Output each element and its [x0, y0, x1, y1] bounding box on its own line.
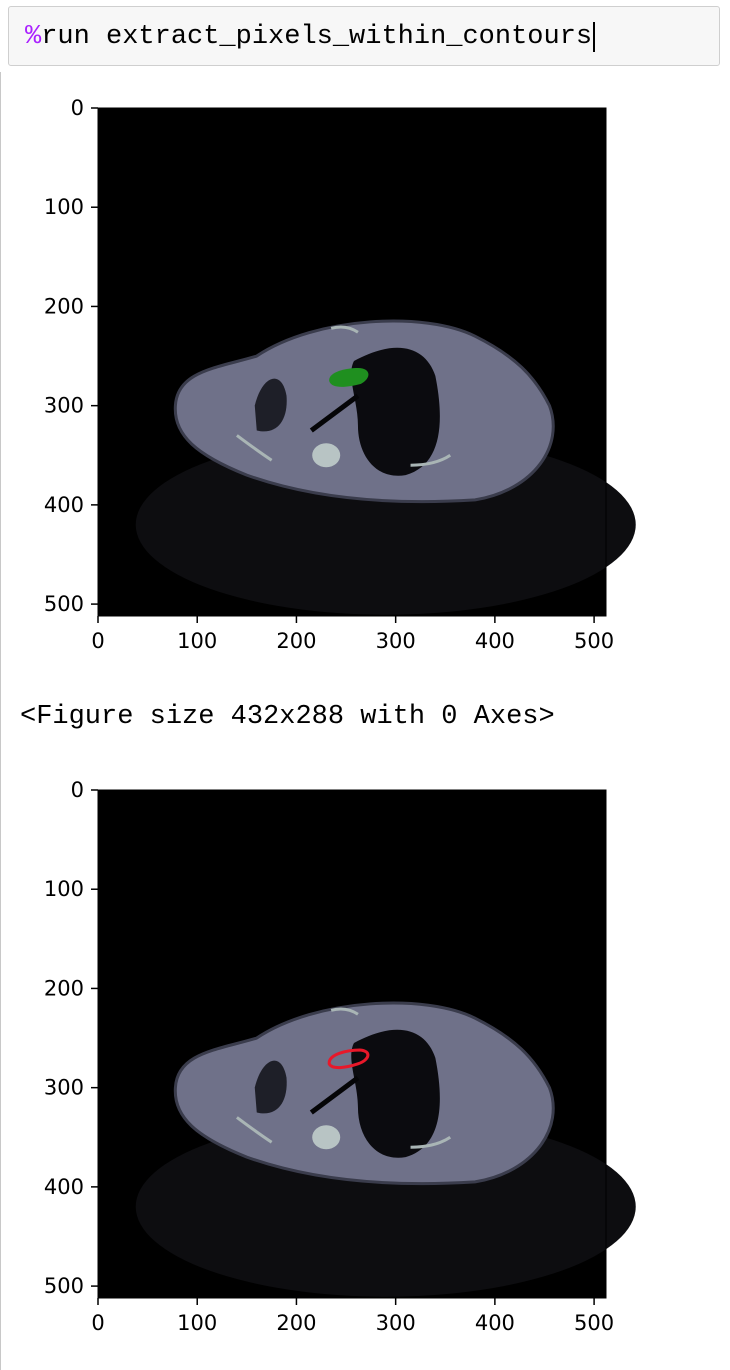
text-cursor: [593, 22, 596, 52]
sternum: [330, 1007, 359, 1016]
x-tick-label: 300: [376, 629, 416, 653]
y-tick-label: 200: [44, 294, 84, 318]
y-tick-label: 0: [71, 96, 84, 120]
y-tick-label: 300: [44, 1076, 84, 1100]
right-lung: [254, 378, 287, 432]
ribs: [236, 1116, 452, 1149]
y-tick-label: 500: [44, 592, 84, 616]
ct-scan-image: [135, 319, 636, 615]
x-tick-label: 300: [376, 1311, 416, 1335]
axes-frame: [97, 107, 607, 617]
airway: [309, 1075, 360, 1115]
left-lung: [351, 1029, 440, 1158]
y-tick-label: 400: [44, 1175, 84, 1199]
sternum: [330, 325, 359, 334]
x-tick-label: 500: [574, 629, 614, 653]
contour-outline: [327, 1048, 370, 1070]
right-lung: [254, 1060, 287, 1114]
output-collapse-bar[interactable]: [0, 72, 6, 1370]
segmentation-mask: [329, 367, 369, 387]
airway: [309, 393, 360, 433]
y-tick-label: 500: [44, 1274, 84, 1298]
y-tick-label: 400: [44, 493, 84, 517]
x-tick-label: 400: [475, 629, 515, 653]
x-tick-label: 0: [91, 1311, 104, 1335]
magic-prefix: %: [25, 22, 42, 52]
x-tick-label: 200: [276, 1311, 316, 1335]
x-tick-label: 400: [475, 1311, 515, 1335]
vertebra: [312, 1125, 341, 1150]
figure-size-text: <Figure size 432x288 with 0 Axes>: [20, 702, 555, 732]
ct-image-plot: 0 100 200 300 400 500 0 100 200 300 400 500: [44, 96, 636, 653]
y-tick-label: 300: [44, 394, 84, 418]
left-lung: [351, 347, 440, 476]
axes-frame: [97, 789, 607, 1299]
code-text: run extract_pixels_within_contours: [41, 22, 593, 52]
y-tick-label: 100: [44, 877, 84, 901]
y-tick-label: 100: [44, 195, 84, 219]
x-tick-label: 0: [91, 629, 104, 653]
y-tick-label: 200: [44, 976, 84, 1000]
ribs: [236, 434, 452, 467]
x-tick-label: 100: [177, 629, 217, 653]
code-line[interactable]: %run extract_pixels_within_contours: [25, 22, 596, 52]
x-tick-label: 100: [177, 1311, 217, 1335]
vertebra: [312, 443, 341, 468]
code-input-cell[interactable]: %run extract_pixels_within_contours: [8, 6, 720, 66]
y-tick-label: 0: [71, 778, 84, 802]
x-tick-label: 200: [276, 629, 316, 653]
ct-image-plot: 0 100 200 300 400 500 0 100 200 300 400 500: [44, 778, 636, 1335]
figure-red-contour: 0 100 200 300 400 500 0 100 200 300 400 500: [0, 772, 730, 1352]
ct-scan-image: [135, 1001, 636, 1297]
figure-green-mask: 0 100 200 300 400 500 0 100 200 300 400 500: [0, 90, 730, 670]
x-tick-label: 500: [574, 1311, 614, 1335]
